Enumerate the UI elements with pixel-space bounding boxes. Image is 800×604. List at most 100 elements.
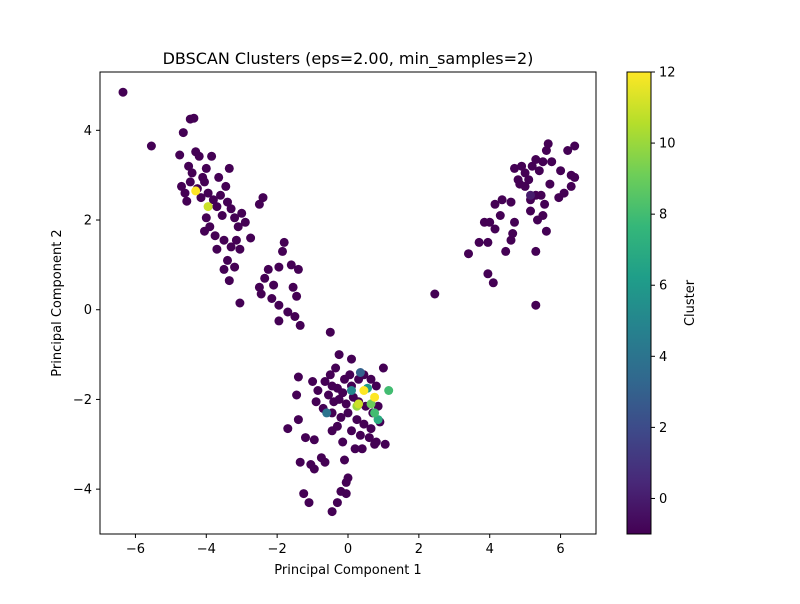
chart-title: DBSCAN Clusters (eps=2.00, min_samples=2… (163, 49, 534, 69)
data-point (331, 363, 341, 373)
data-point (201, 163, 211, 173)
data-point (359, 419, 369, 429)
data-point (355, 368, 365, 377)
data-point (216, 190, 225, 200)
data-point (212, 244, 222, 254)
data-point (536, 190, 546, 200)
data-point (118, 87, 128, 97)
data-point (194, 151, 204, 161)
data-point (260, 273, 270, 283)
data-point (563, 146, 573, 155)
data-point (531, 300, 541, 310)
data-point (223, 197, 232, 207)
data-point (524, 175, 534, 185)
data-point (341, 489, 351, 499)
data-point (201, 213, 211, 223)
data-point (235, 298, 245, 308)
x-tick-label: −4 (197, 542, 216, 557)
data-point (373, 401, 383, 411)
data-point (258, 193, 268, 203)
data-point (278, 246, 287, 256)
data-point (254, 199, 264, 209)
x-tick-label: 4 (486, 542, 494, 557)
data-point (380, 439, 390, 449)
data-point (490, 224, 500, 234)
data-point (267, 294, 277, 303)
data-point (497, 195, 507, 205)
colorbar-tick-label: 2 (659, 421, 667, 436)
data-point (334, 394, 344, 404)
data-point (208, 195, 218, 205)
data-point (233, 222, 243, 232)
data-point (327, 426, 337, 436)
data-point (352, 415, 362, 425)
data-point (246, 233, 256, 243)
data-point (508, 229, 518, 238)
data-point (343, 473, 353, 483)
data-point (527, 161, 537, 171)
data-point (430, 289, 440, 299)
data-point (191, 186, 201, 196)
data-point (336, 412, 346, 422)
data-point (288, 282, 298, 292)
data-point (384, 386, 394, 395)
data-point (256, 289, 266, 299)
x-axis-label: Principal Component 1 (274, 563, 421, 578)
plot-frame (99, 71, 597, 535)
data-point (226, 242, 236, 252)
data-point (520, 168, 530, 178)
data-point (366, 424, 376, 434)
data-point (510, 163, 519, 173)
data-point (324, 390, 333, 400)
data-point (223, 255, 232, 265)
data-point (308, 377, 318, 386)
data-point (293, 372, 303, 382)
y-axis-label: Principal Component 2 (50, 229, 65, 376)
colorbar-tick-label: 12 (659, 66, 676, 81)
y-tick-label: −2 (73, 393, 92, 408)
data-point (485, 217, 495, 227)
data-point (483, 269, 493, 279)
data-point (517, 161, 527, 171)
data-point (559, 188, 569, 198)
colorbar-tick-label: 6 (659, 279, 667, 294)
data-point (304, 498, 314, 508)
data-point (320, 457, 330, 467)
data-point (364, 433, 374, 443)
colorbar-tick-label: 10 (659, 137, 676, 152)
data-point (279, 237, 289, 247)
data-point (184, 161, 194, 171)
data-point (371, 381, 381, 391)
colorbar-ticks: 0 2 4 6 8 10 12 (651, 66, 676, 507)
data-point (313, 386, 323, 395)
data-point (214, 172, 224, 182)
data-point (322, 408, 332, 418)
data-point (283, 424, 293, 434)
y-tick-label: 2 (84, 214, 92, 229)
data-point (332, 498, 342, 508)
data-point (237, 208, 247, 218)
data-point (221, 181, 231, 191)
data-point (556, 166, 566, 176)
data-point (366, 399, 376, 409)
data-point (187, 168, 197, 178)
data-point (534, 166, 544, 176)
data-point (531, 246, 541, 256)
y-axis: −4 −2 0 2 4 (73, 124, 100, 498)
data-point (359, 386, 369, 395)
data-point (182, 196, 192, 206)
data-point (538, 211, 548, 220)
data-point (230, 262, 240, 272)
data-point (355, 430, 365, 440)
data-point (185, 177, 195, 187)
data-point (203, 188, 213, 198)
data-point (295, 457, 305, 467)
data-point (207, 151, 217, 161)
data-point (301, 433, 310, 443)
data-point (219, 264, 229, 274)
data-point (483, 237, 493, 247)
data-point (370, 408, 380, 418)
data-point (526, 206, 535, 216)
data-point (378, 363, 388, 373)
data-point (543, 139, 553, 149)
